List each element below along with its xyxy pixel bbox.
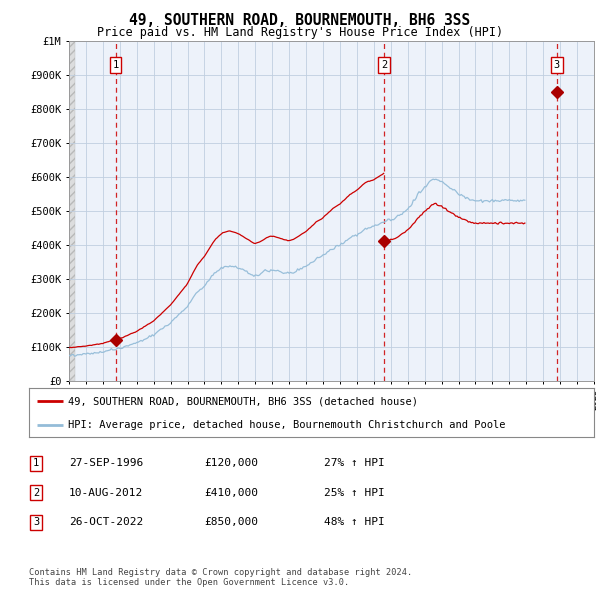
- Text: HPI: Average price, detached house, Bournemouth Christchurch and Poole: HPI: Average price, detached house, Bour…: [68, 419, 506, 430]
- Text: 27% ↑ HPI: 27% ↑ HPI: [324, 458, 385, 468]
- Text: 3: 3: [554, 60, 560, 70]
- Text: 27-SEP-1996: 27-SEP-1996: [69, 458, 143, 468]
- Text: 1: 1: [33, 458, 39, 468]
- Text: £850,000: £850,000: [204, 517, 258, 527]
- Text: £410,000: £410,000: [204, 488, 258, 497]
- Text: 2: 2: [33, 488, 39, 497]
- Text: 26-OCT-2022: 26-OCT-2022: [69, 517, 143, 527]
- Text: 49, SOUTHERN ROAD, BOURNEMOUTH, BH6 3SS (detached house): 49, SOUTHERN ROAD, BOURNEMOUTH, BH6 3SS …: [68, 396, 418, 407]
- Text: 49, SOUTHERN ROAD, BOURNEMOUTH, BH6 3SS: 49, SOUTHERN ROAD, BOURNEMOUTH, BH6 3SS: [130, 13, 470, 28]
- Text: Contains HM Land Registry data © Crown copyright and database right 2024.
This d: Contains HM Land Registry data © Crown c…: [29, 568, 412, 587]
- Text: 25% ↑ HPI: 25% ↑ HPI: [324, 488, 385, 497]
- Text: £120,000: £120,000: [204, 458, 258, 468]
- Text: 10-AUG-2012: 10-AUG-2012: [69, 488, 143, 497]
- Text: Price paid vs. HM Land Registry's House Price Index (HPI): Price paid vs. HM Land Registry's House …: [97, 26, 503, 39]
- Text: 3: 3: [33, 517, 39, 527]
- Text: 48% ↑ HPI: 48% ↑ HPI: [324, 517, 385, 527]
- Text: 1: 1: [112, 60, 119, 70]
- Text: 2: 2: [381, 60, 387, 70]
